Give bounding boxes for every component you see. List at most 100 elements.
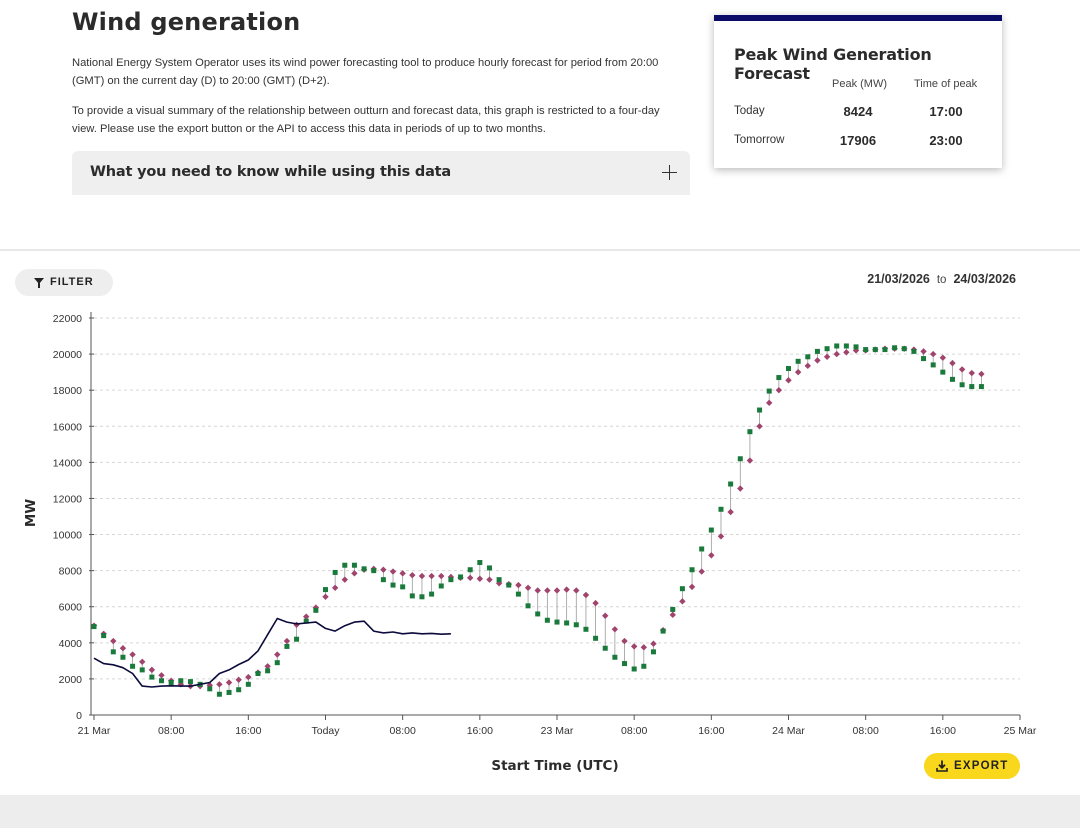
forecast-at-time-point: [843, 349, 850, 356]
latest-forecast-point: [535, 611, 541, 617]
intro-paragraph-2: To provide a visual summary of the relat…: [72, 105, 660, 135]
wind-generation-chart[interactable]: 0 2000 4000 6000 8000 10000 12000 14000 16000 180…: [0, 300, 1080, 780]
info-accordion[interactable]: What you need to know while using this d…: [72, 151, 690, 195]
latest-forecast-point: [120, 654, 126, 660]
x-tick-label: Today: [311, 725, 340, 737]
latest-forecast-point: [438, 583, 444, 589]
peak-value-tomorrow: 17906: [839, 133, 877, 148]
latest-forecast-point: [718, 506, 724, 512]
latest-forecast-point: [564, 620, 570, 626]
forecast-at-time-point: [312, 604, 320, 611]
forecast-at-time-point: [129, 651, 136, 658]
latest-forecast-point: [226, 689, 232, 695]
date-to-word: to: [936, 274, 947, 286]
latest-forecast-point: [477, 560, 483, 566]
y-tick-label: 6000: [59, 602, 83, 614]
latest-forecast-point: [467, 567, 473, 573]
forecast-at-time-point: [920, 348, 927, 355]
export-label: EXPORT: [954, 760, 1009, 772]
forecast-at-time-point: [206, 682, 213, 689]
latest-forecast-point: [776, 375, 782, 381]
y-axis-label: MW: [23, 499, 39, 527]
forecast-at-time-point: [640, 644, 648, 651]
forecast-at-time-point: [119, 645, 127, 652]
y-tick-label: 2000: [59, 674, 83, 686]
latest-forecast-point: [274, 660, 280, 666]
latest-forecast-point: [216, 691, 222, 697]
export-button[interactable]: EXPORT: [924, 753, 1020, 779]
forecast-at-time-point: [158, 672, 165, 679]
plus-icon[interactable]: [662, 165, 677, 180]
forecast-at-time-point: [814, 357, 821, 364]
latest-forecast-point: [921, 356, 927, 362]
forecast-at-time-point: [929, 350, 937, 358]
x-tick-label: 16:00: [467, 725, 493, 737]
forecast-at-time-point: [939, 354, 947, 361]
latest-forecast-point: [419, 594, 425, 600]
forecast-at-time-point: [823, 353, 831, 360]
date-to[interactable]: 24/03/2026: [953, 272, 1016, 286]
forecast-at-time-point: [766, 399, 773, 407]
latest-forecast-point: [911, 348, 917, 354]
latest-forecast-point: [332, 569, 338, 575]
latest-forecast-point: [602, 645, 608, 651]
section-divider: [0, 249, 1080, 251]
forecast-at-time-point: [495, 580, 503, 587]
forecast-at-time-point: [177, 681, 185, 688]
intro-paragraph-1: National Energy System Operator uses its…: [72, 57, 659, 87]
forecast-at-time-point: [293, 621, 300, 628]
y-tick-label: 16000: [53, 421, 82, 433]
date-range[interactable]: 21/03/2026 to 24/03/2026: [867, 272, 1016, 286]
latest-forecast-point: [679, 586, 685, 592]
forecast-at-time-point: [833, 350, 840, 358]
forecast-at-time-point: [756, 423, 763, 430]
peak-time-tomorrow: 23:00: [929, 133, 963, 148]
latest-forecast-point: [670, 606, 676, 612]
x-tick-label: 21 Mar: [78, 725, 111, 737]
x-axis-label: Start Time (UTC): [491, 758, 618, 774]
forecast-at-time-point: [418, 572, 426, 580]
latest-forecast-point: [486, 565, 492, 571]
forecast-at-time-point: [274, 651, 281, 658]
x-tick-label: 16:00: [930, 725, 956, 737]
forecast-at-time-point: [630, 643, 638, 650]
latest-forecast-point: [660, 628, 666, 634]
latest-forecast-point: [351, 562, 357, 568]
forecast-at-time-point: [331, 584, 339, 591]
peak-forecast-card: Peak Wind Generation Forecast Peak (MW) …: [714, 15, 1002, 168]
latest-forecast-point: [448, 577, 454, 583]
forecast-at-time-point: [139, 658, 146, 665]
forecast-at-time-point: [679, 598, 686, 605]
latest-forecast-point: [978, 384, 984, 390]
forecast-at-time-point: [775, 386, 783, 394]
latest-forecast-point: [361, 566, 367, 572]
latest-forecast-point: [593, 635, 599, 641]
y-tick-label: 4000: [59, 638, 83, 650]
peak-row-label-today: Today: [734, 105, 765, 117]
filter-button[interactable]: FILTER: [15, 269, 113, 296]
page-title: Wind generation: [72, 8, 301, 36]
latest-forecast-point: [525, 603, 531, 609]
latest-forecast-point: [323, 587, 328, 593]
y-tick-label: 10000: [53, 530, 82, 542]
latest-forecast-point: [159, 678, 165, 684]
latest-forecast-point: [544, 617, 550, 623]
forecast-at-time-point: [534, 587, 541, 594]
latest-forecast-point: [265, 668, 271, 674]
latest-forecast-point: [612, 654, 618, 660]
forecast-at-time-point: [688, 583, 696, 591]
latest-forecast-point: [303, 618, 309, 624]
date-from[interactable]: 21/03/2026: [867, 272, 930, 286]
forecast-at-time-point: [322, 593, 329, 601]
forecast-at-time-point: [225, 679, 233, 686]
forecast-at-time-point: [582, 591, 590, 599]
latest-forecast-point: [139, 667, 145, 673]
forecast-at-time-point: [949, 359, 956, 367]
forecast-at-time-point: [524, 584, 532, 591]
forecast-at-time-point: [148, 666, 156, 674]
latest-forecast-point: [930, 362, 936, 368]
forecast-at-time-point: [573, 587, 580, 594]
forecast-at-time-point: [958, 366, 966, 373]
y-tick-label: 22000: [53, 313, 82, 325]
latest-forecast-point: [207, 686, 213, 692]
